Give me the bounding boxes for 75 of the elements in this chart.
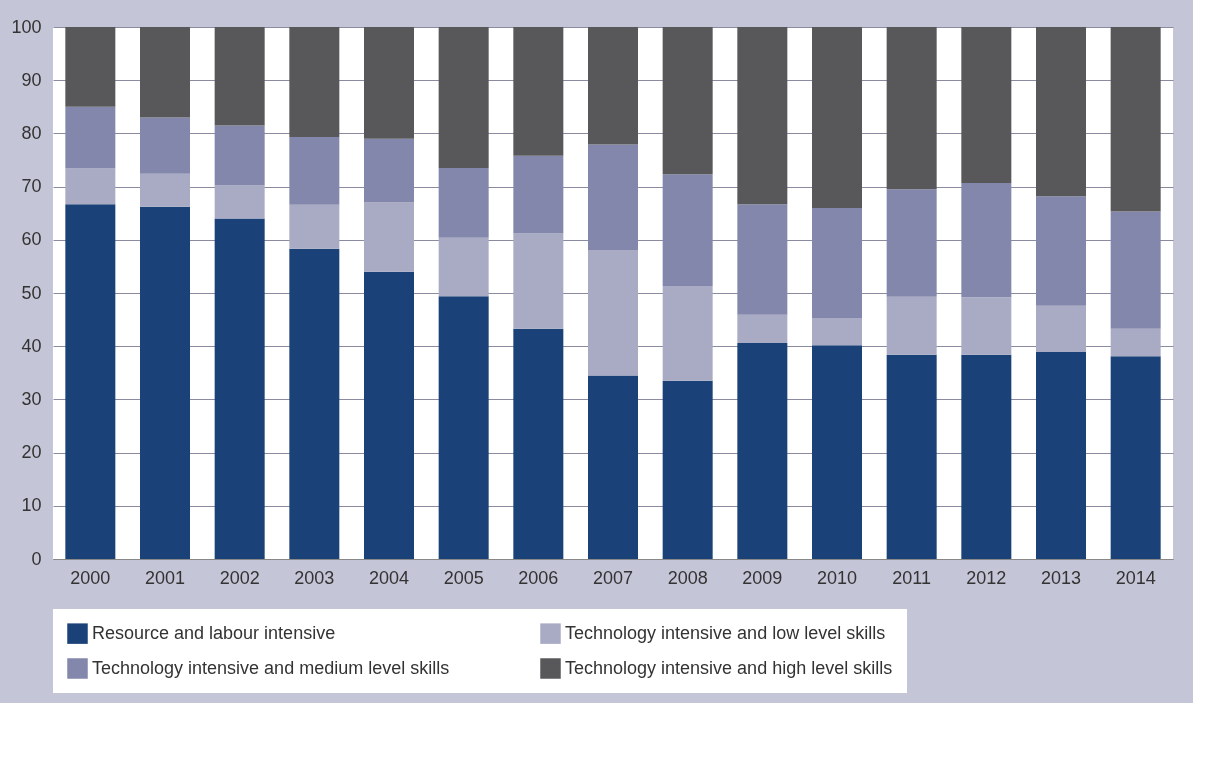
legend-label: Technology intensive and medium level skills xyxy=(92,657,450,678)
bar xyxy=(65,204,116,559)
bar xyxy=(364,271,414,559)
y-tick-label: 80 xyxy=(21,122,42,143)
y-tick-label: 30 xyxy=(21,388,42,409)
legend-label: Technology intensive and low level skills xyxy=(565,622,886,643)
bar xyxy=(886,354,937,559)
bar xyxy=(1036,352,1086,559)
x-tick-label: 2007 xyxy=(592,567,634,588)
x-tick-label: 2003 xyxy=(294,567,335,588)
x-tick-label: 2010 xyxy=(816,567,858,588)
x-tick-label: 2001 xyxy=(144,567,186,588)
bar xyxy=(140,173,190,207)
bar xyxy=(214,218,265,559)
bar xyxy=(65,168,116,205)
bar xyxy=(513,328,564,559)
bar xyxy=(65,27,116,107)
x-tick-label: 2006 xyxy=(518,567,559,588)
bar xyxy=(289,27,340,138)
y-tick-label: 10 xyxy=(21,495,42,516)
bar xyxy=(364,202,414,272)
bar xyxy=(662,380,713,559)
bar xyxy=(961,297,1012,355)
x-tick-label: 2009 xyxy=(742,567,783,588)
x-tick-label: 2013 xyxy=(1040,567,1082,588)
bar xyxy=(1036,27,1086,197)
bar xyxy=(886,27,937,190)
bar xyxy=(961,27,1012,183)
y-tick-label: 0 xyxy=(31,548,42,569)
x-tick-label: 2014 xyxy=(1115,567,1156,588)
x-tick-label: 2005 xyxy=(443,567,484,588)
y-tick-label: 60 xyxy=(21,229,42,250)
y-tick-label: 90 xyxy=(21,69,42,90)
bar xyxy=(737,343,788,559)
bar xyxy=(438,296,489,559)
bar xyxy=(812,27,862,208)
bar xyxy=(214,27,265,126)
bar xyxy=(1110,27,1161,212)
bar xyxy=(662,286,713,381)
bar xyxy=(289,204,340,249)
y-tick-label: 20 xyxy=(21,442,42,463)
bar xyxy=(662,27,713,175)
bar xyxy=(438,237,489,297)
x-tick-label: 2002 xyxy=(219,567,260,588)
x-tick-label: 2000 xyxy=(70,567,111,588)
legend-label: Resource and labour intensive xyxy=(92,622,336,643)
bar xyxy=(289,248,340,559)
bar xyxy=(140,27,190,118)
y-tick-label: 40 xyxy=(21,335,42,356)
bar xyxy=(214,185,265,219)
bar xyxy=(140,206,190,559)
x-tick-label: 2012 xyxy=(966,567,1007,588)
bar xyxy=(513,27,564,156)
bar xyxy=(886,296,937,355)
bar xyxy=(812,318,862,346)
y-tick-label: 50 xyxy=(21,282,42,303)
x-tick-label: 2004 xyxy=(368,567,410,588)
bar xyxy=(737,27,788,205)
bar xyxy=(588,27,638,145)
bar xyxy=(961,354,1012,559)
bar xyxy=(513,233,564,329)
bar xyxy=(1110,328,1161,357)
bar xyxy=(1110,356,1161,559)
y-tick-label: 70 xyxy=(21,176,42,197)
y-tick-label: 100 xyxy=(11,16,42,37)
bar xyxy=(364,27,414,139)
x-tick-label: 2008 xyxy=(667,567,708,588)
legend-label: Technology intensive and high level skills xyxy=(565,657,893,678)
bar xyxy=(588,249,638,376)
bar xyxy=(588,375,638,559)
bar xyxy=(812,345,862,559)
x-tick-label: 2011 xyxy=(892,567,932,588)
bar xyxy=(438,27,489,168)
bar xyxy=(1036,305,1086,353)
bar xyxy=(737,314,788,344)
